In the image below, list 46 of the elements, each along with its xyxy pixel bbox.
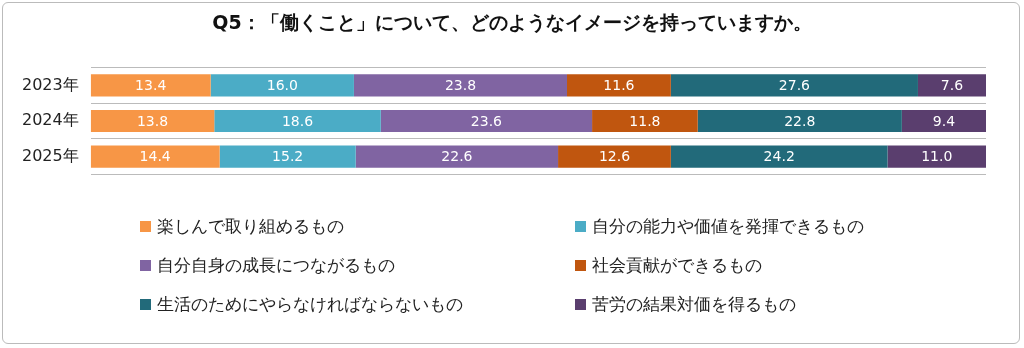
data-label: 15.2 <box>272 148 304 165</box>
bar <box>380 109 593 133</box>
bar <box>917 74 986 97</box>
bar <box>210 74 354 97</box>
data-label: 11.8 <box>629 112 661 129</box>
y-tick-label: 2025年 <box>22 145 79 165</box>
legend-label: 自分の能力や価値を発揮できるもの <box>592 215 864 238</box>
data-label: 13.8 <box>136 112 169 129</box>
bar <box>887 145 986 168</box>
legend-label: 楽しんで取り組めるもの <box>157 215 344 238</box>
bar <box>567 74 671 97</box>
bar <box>219 145 356 168</box>
y-tick-label: 2023年 <box>22 74 79 94</box>
bar <box>901 109 986 133</box>
bar <box>697 109 902 133</box>
data-label: 14.4 <box>139 148 171 165</box>
legend-label: 苦労の結果対価を得るもの <box>592 293 796 316</box>
data-label: 22.8 <box>784 112 816 129</box>
bar <box>353 74 568 97</box>
data-label: 7.6 <box>940 77 964 94</box>
bar <box>592 109 698 133</box>
data-label: 24.2 <box>763 148 795 165</box>
data-label: 16.0 <box>266 77 298 94</box>
bar <box>558 145 671 168</box>
legend-label: 生活のためにやらなければならないもの <box>157 293 463 316</box>
data-label: 22.6 <box>441 148 473 165</box>
data-label: 23.8 <box>444 77 477 94</box>
data-label: 23.6 <box>470 112 503 129</box>
data-label: 18.6 <box>281 112 314 129</box>
data-label: 9.4 <box>932 112 956 129</box>
bar <box>214 109 381 133</box>
data-label: 13.4 <box>135 77 167 94</box>
bar <box>90 74 211 97</box>
bar <box>355 145 559 168</box>
bar <box>90 109 215 133</box>
legend-label: 自分自身の成長につながるもの <box>157 254 395 277</box>
bar <box>90 145 220 168</box>
data-label: 12.6 <box>598 148 631 165</box>
data-label: 11.6 <box>603 77 635 94</box>
legend-label: 社会貢献ができるもの <box>592 254 762 277</box>
data-label: 11.0 <box>921 148 953 165</box>
chart-title: Q5：「働くこと」について、どのようなイメージを持っていますか。 <box>211 10 813 35</box>
bar <box>670 145 888 168</box>
data-label: 27.6 <box>778 77 811 94</box>
y-tick-label: 2024年 <box>22 110 79 130</box>
bar <box>670 74 918 97</box>
